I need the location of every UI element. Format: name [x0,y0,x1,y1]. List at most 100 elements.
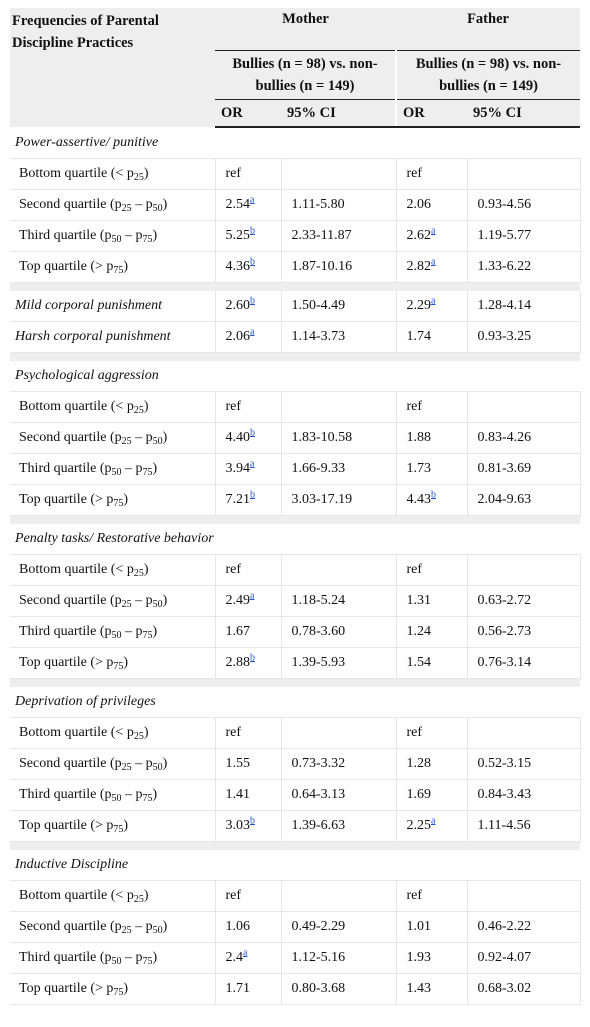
father-or-value: 1.93 [406,950,432,965]
row-label-close: ) [162,430,168,445]
row-label-text: Top quartile (> p [19,655,114,670]
father-or-header: OR [395,99,468,128]
row-label-close: ) [152,624,158,639]
percentile-subscript: 75 [142,630,153,641]
mother-or-value: 2.4 [225,950,244,965]
mother-or: 2.54a [215,189,282,221]
significance-footnote-link[interactable]: a [431,815,436,827]
row-label: Third quartile (p50 – p75) [10,220,216,252]
significance-footnote-link[interactable]: a [250,326,255,338]
row-label: Top quartile (> p75) [10,251,216,283]
father-ci: 1.19-5.77 [467,220,581,252]
mother-ci: 1.18-5.24 [281,585,397,617]
mother-or: 1.41 [215,779,282,811]
father-ci-header: 95% CI [467,99,581,128]
father-ci: 0.56-2.73 [467,616,581,648]
mother-or-header: OR [215,99,281,128]
table-row: Bottom quartile (< p25) ref ref [10,158,581,190]
significance-footnote-link[interactable]: b [250,489,255,501]
father-or: 1.28 [396,748,468,780]
mother-or-value: 2.60 [225,298,251,313]
significance-footnote-link[interactable]: a [431,225,436,237]
father-or-value: 1.74 [406,329,432,344]
mother-or-value: 4.36 [225,259,251,274]
father-ci: 0.93-4.56 [467,189,581,221]
father-or-value: 1.69 [406,787,432,802]
mother-ci [281,391,397,423]
father-or-value: 2.06 [406,197,432,212]
mother-comparison: Bullies (n = 98) vs. non-bullies (n = 14… [215,50,397,100]
father-or-value: 1.31 [406,593,432,608]
row-label-close: ) [152,950,158,965]
row-label-text: Bottom quartile (< p [19,562,134,577]
mother-or: 2.06a [215,321,282,353]
significance-footnote-link[interactable]: b [250,295,255,307]
row-label: Bottom quartile (< p25) [10,880,216,912]
father-ci: 0.63-2.72 [467,585,581,617]
section-title: Psychological aggression [10,361,581,392]
row-label: Second quartile (p25 – p50) [10,748,216,780]
mother-or-value: ref [225,888,242,903]
row-label-close: ) [152,787,158,802]
mother-or: ref [215,158,282,190]
row-label-close: ) [123,492,129,507]
row-label-close: ) [162,593,168,608]
mother-ci-header: 95% CI [281,99,397,128]
row-label-text: Mild corporal punishment [15,298,162,313]
significance-footnote-link[interactable]: a [243,947,248,959]
row-label: Top quartile (> p75) [10,973,216,1005]
mother-ci: 1.14-3.73 [281,321,397,353]
row-label: Second quartile (p25 – p50) [10,911,216,943]
percentile-subscript: 75 [113,661,124,672]
row-label-close: ) [143,166,149,181]
mother-ci: 1.50-4.49 [281,291,397,322]
mother-or: 1.67 [215,616,282,648]
father-or-value: 1.01 [406,919,432,934]
mother-ci [281,554,397,586]
mother-or: 1.71 [215,973,282,1005]
row-label-text: Bottom quartile (< p [19,725,134,740]
mother-or-value: 4.40 [225,430,251,445]
significance-footnote-link[interactable]: b [250,256,255,268]
father-ci: 0.93-3.25 [467,321,581,353]
significance-footnote-link[interactable]: b [250,427,255,439]
father-or-value: 2.62 [406,228,432,243]
row-label-text: Third quartile (p [19,787,112,802]
row-label: Bottom quartile (< p25) [10,391,216,423]
significance-footnote-link[interactable]: a [431,295,436,307]
father-ci [467,391,581,423]
row-label-dash: – p [131,430,153,445]
percentile-subscript: 25 [133,731,144,742]
mother-ci: 1.66-9.33 [281,453,397,485]
percentile-subscript: 50 [111,234,122,245]
row-label: Top quartile (> p75) [10,810,216,842]
row-label-dash: – p [121,228,143,243]
father-or: 1.93 [396,942,468,974]
percentile-subscript: 75 [113,498,124,509]
table-row: Top quartile (> p75) 2.88b 1.39-5.93 1.54 0.… [10,647,581,679]
row-label-close: ) [152,228,158,243]
significance-footnote-link[interactable]: a [431,256,436,268]
section-title: Power-assertive/ punitive [10,127,581,159]
significance-footnote-link[interactable]: b [250,815,255,827]
father-ci: 0.84-3.43 [467,779,581,811]
significance-footnote-link[interactable]: b [431,489,437,501]
significance-footnote-link[interactable]: b [250,652,255,664]
percentile-subscript: 50 [111,467,122,478]
mother-or-value: 1.71 [225,981,251,996]
father-or: 1.31 [396,585,468,617]
mother-or-value: 3.03 [225,818,251,833]
father-or-value: ref [406,399,423,414]
father-ci: 1.28-4.14 [467,291,581,322]
father-or: 1.74 [396,321,468,353]
significance-footnote-link[interactable]: a [250,458,255,470]
significance-footnote-link[interactable]: a [250,194,255,206]
father-ci: 0.68-3.02 [467,973,581,1005]
father-ci: 0.76-3.14 [467,647,581,679]
father-or: ref [396,391,468,423]
significance-footnote-link[interactable]: b [250,225,255,237]
significance-footnote-link[interactable]: a [250,590,255,602]
father-ci: 0.83-4.26 [467,422,581,454]
father-ci [467,158,581,190]
row-label-text: Bottom quartile (< p [19,399,134,414]
